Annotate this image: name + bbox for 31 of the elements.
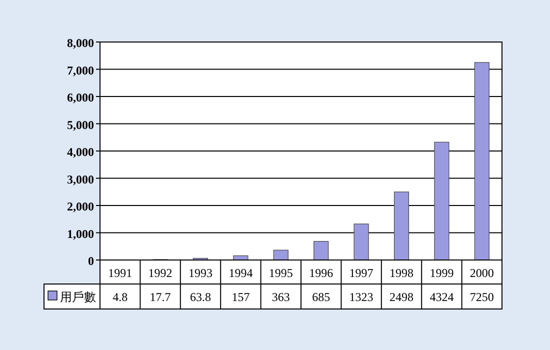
- data-label: 7250: [470, 290, 494, 304]
- y-tick-label: 5,000: [67, 118, 94, 132]
- data-label: 157: [232, 290, 250, 304]
- x-tick-label: 1996: [309, 266, 334, 280]
- y-tick-label: 3,000: [67, 172, 94, 186]
- data-label: 2498: [390, 290, 414, 304]
- data-label: 63.8: [190, 290, 211, 304]
- data-label: 685: [312, 290, 330, 304]
- data-label: 4.8: [112, 290, 128, 304]
- y-tick-label: 1,000: [67, 226, 94, 241]
- y-tick-label: 0: [88, 254, 94, 268]
- x-tick-label: 1995: [268, 266, 293, 280]
- y-tick-label: 4,000: [67, 145, 94, 159]
- x-tick-label: 1992: [148, 266, 172, 280]
- x-tick-label: 1994: [228, 266, 253, 280]
- x-tick-label: 1993: [188, 266, 212, 280]
- x-tick-label: 1999: [430, 266, 454, 280]
- data-label: 17.7: [150, 290, 171, 304]
- x-tick-label: 1998: [390, 266, 414, 280]
- x-tick-label: 1991: [108, 266, 132, 280]
- legend-label: 用戶數: [60, 290, 96, 304]
- legend: 用戶數: [48, 290, 96, 304]
- y-tick-label: 6,000: [67, 90, 94, 104]
- y-tick-label: 8,000: [67, 36, 94, 50]
- y-tick-label: 7,000: [67, 63, 94, 78]
- data-label: 363: [272, 290, 290, 304]
- x-tick-label: 2000: [470, 266, 494, 280]
- data-label: 4324: [430, 290, 454, 304]
- data-label: 1323: [349, 290, 374, 304]
- y-tick-label: 2,000: [67, 200, 94, 214]
- x-tick-label: 1997: [349, 266, 374, 280]
